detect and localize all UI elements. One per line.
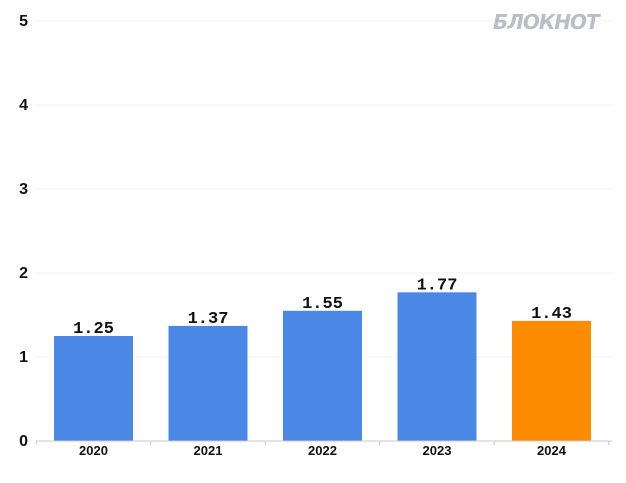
value-label: 1.25: [73, 320, 114, 339]
x-tick-label: 2023: [423, 443, 452, 458]
y-tick-label: 2: [19, 265, 28, 282]
x-tick-label: 2022: [308, 443, 337, 458]
value-label: 1.43: [531, 305, 572, 324]
bars: [54, 292, 591, 441]
bar-2024: [512, 320, 591, 441]
bar-2021: [168, 325, 248, 441]
x-tick-label: 2024: [537, 443, 567, 458]
x-tick-label: 2021: [194, 443, 223, 458]
y-axis-ticks: 0 1 2 3 4 5: [19, 13, 28, 450]
y-tick-label: 1: [19, 349, 28, 366]
bar-2023: [397, 292, 477, 441]
y-tick-label: 3: [19, 181, 28, 198]
bar-2020: [54, 336, 133, 441]
value-label: 1.37: [188, 310, 229, 329]
value-label: 1.77: [417, 276, 458, 295]
value-labels: 1.25 1.37 1.55 1.77 1.43: [73, 276, 572, 339]
x-axis-ticks: 2020 2021 2022 2023 2024: [35, 441, 610, 458]
y-tick-label: 5: [19, 13, 28, 30]
bar-2022: [283, 310, 362, 441]
y-tick-label: 0: [19, 433, 28, 450]
logo-text: БЛОКНОТ: [493, 10, 601, 34]
x-tick-label: 2020: [79, 443, 108, 458]
y-tick-label: 4: [19, 97, 28, 114]
value-label: 1.55: [302, 295, 343, 314]
logo: БЛОКНОТ: [493, 10, 602, 34]
